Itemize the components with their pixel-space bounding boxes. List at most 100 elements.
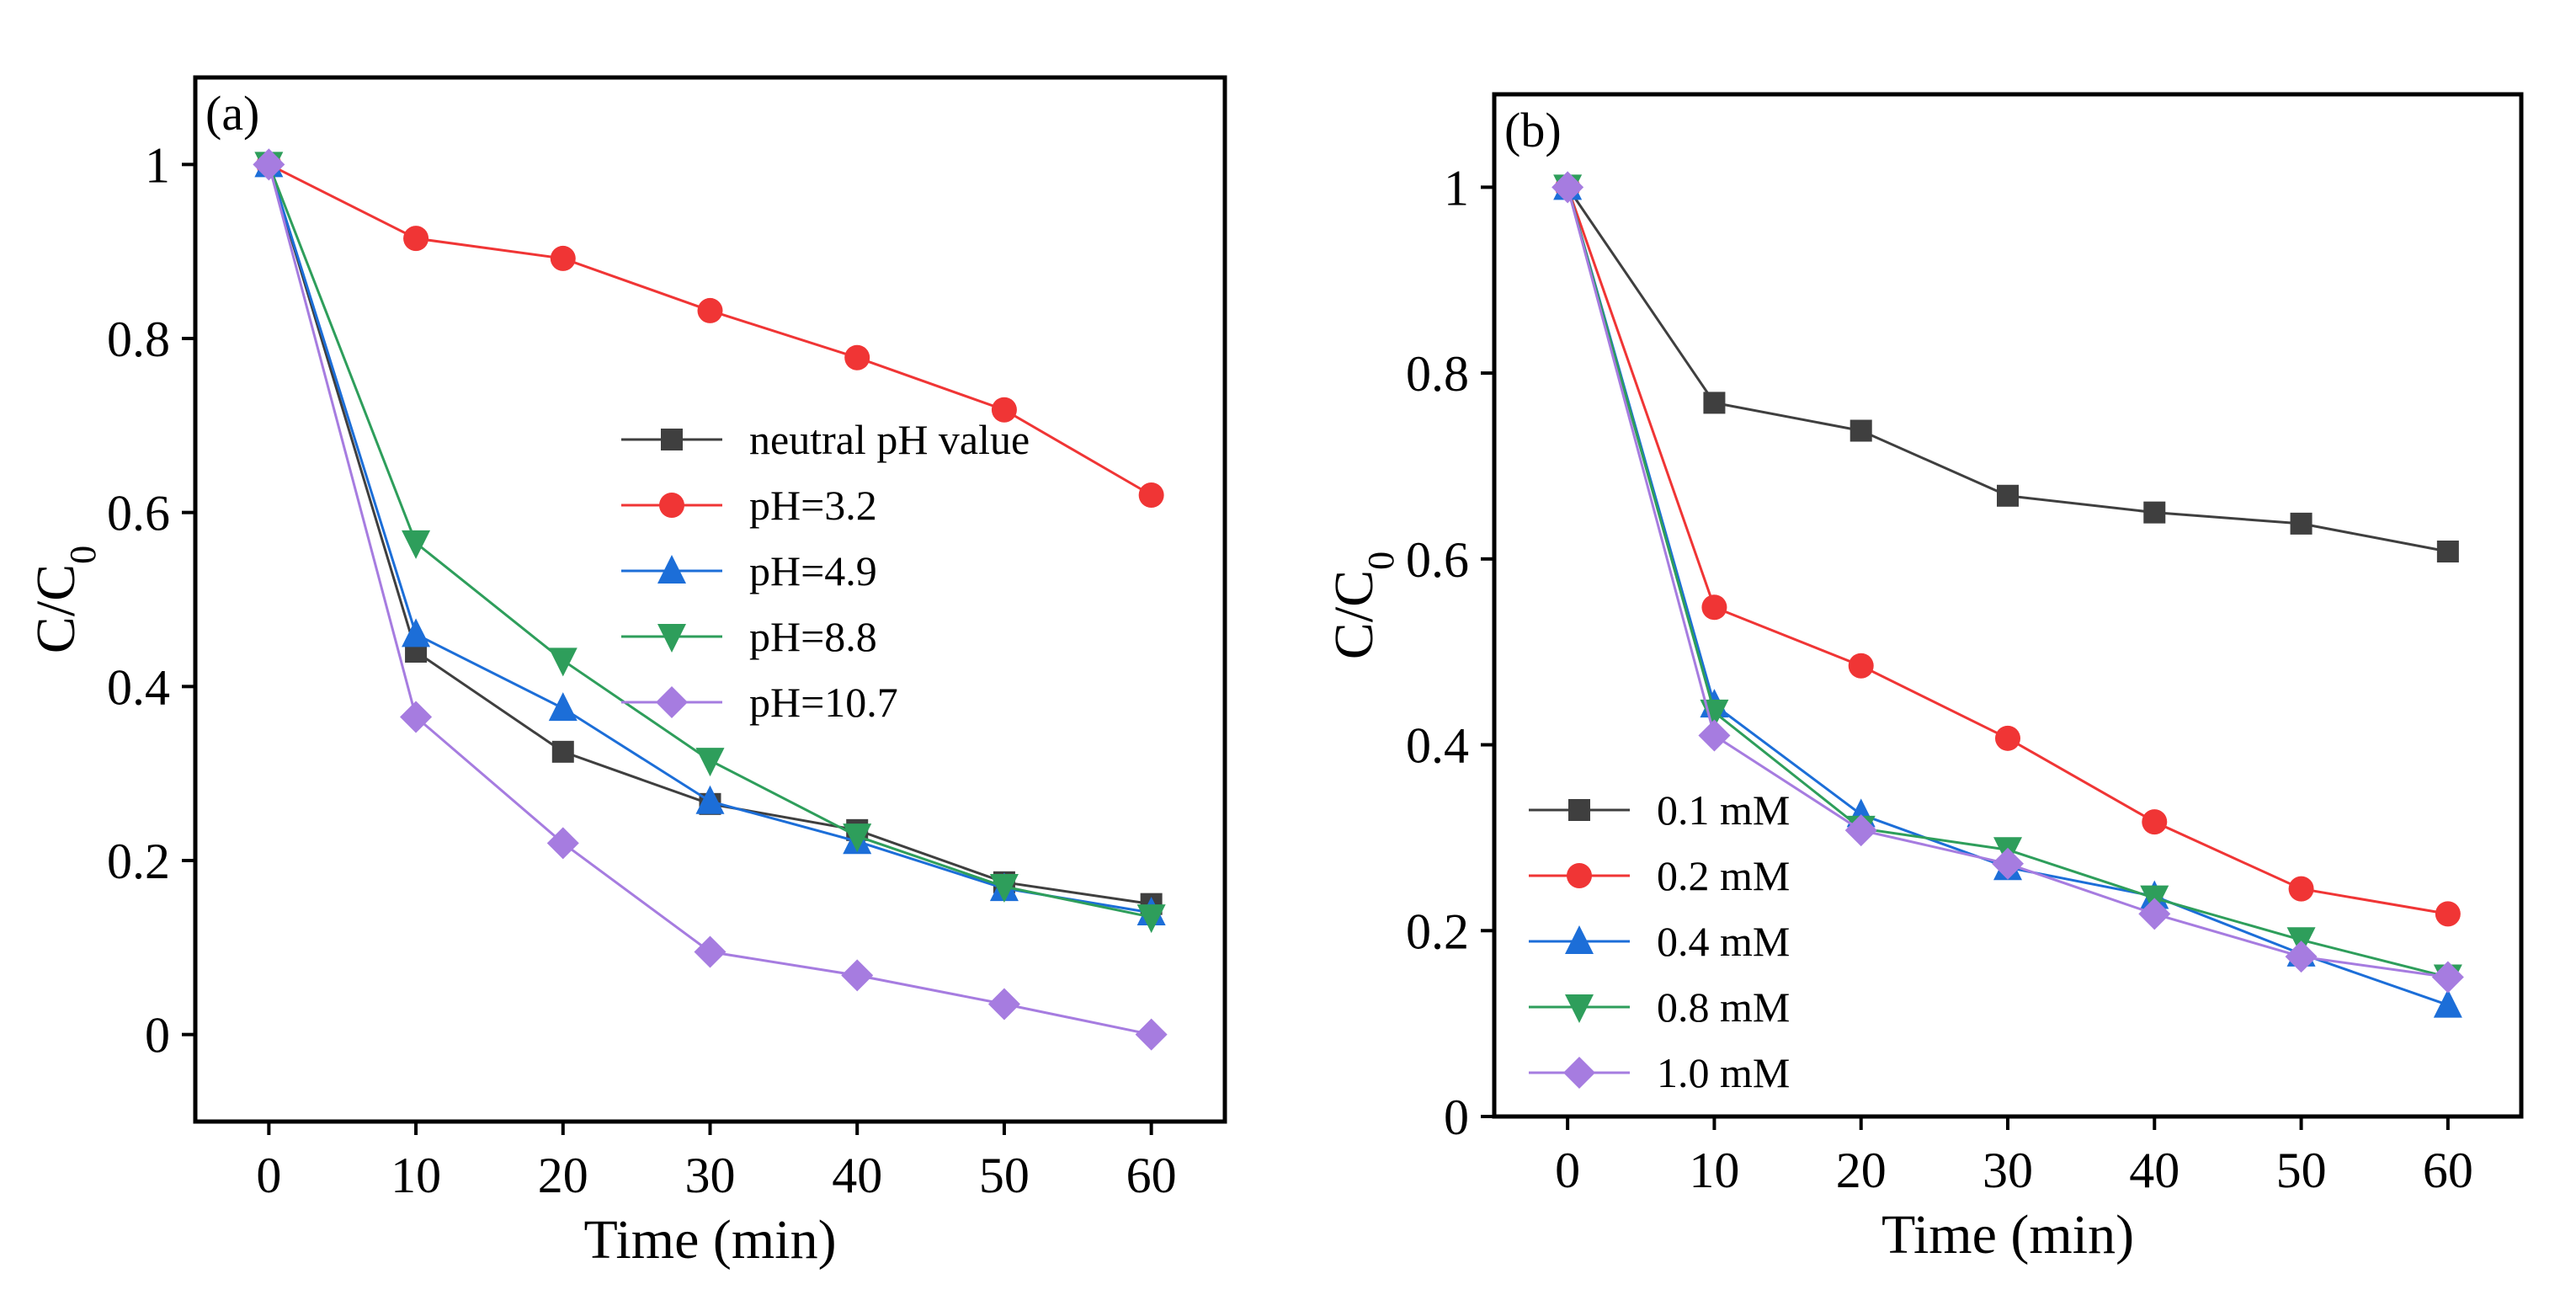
data-point xyxy=(2436,540,2459,562)
panel-label: (a) xyxy=(205,86,259,141)
data-point xyxy=(1995,725,2020,751)
data-point xyxy=(551,740,574,763)
data-point xyxy=(2435,901,2461,927)
legend-marker xyxy=(1567,863,1592,888)
data-point xyxy=(2143,501,2166,524)
y-axis-title-subscript: 0 xyxy=(62,546,104,564)
x-axis-title: Time (min) xyxy=(1881,1204,2134,1266)
data-point xyxy=(403,226,429,252)
data-point xyxy=(1138,482,1164,508)
y-tick-label: 0.4 xyxy=(107,659,170,715)
y-axis-title-main: C/C xyxy=(25,564,87,653)
legend-label: 0.1 mM xyxy=(1657,786,1790,834)
data-point xyxy=(548,648,577,677)
data-point xyxy=(1551,171,1584,204)
x-tick-label: 40 xyxy=(2129,1143,2179,1198)
data-point xyxy=(2433,989,2462,1018)
legend-marker xyxy=(1568,799,1590,821)
x-axis-title: Time (min) xyxy=(583,1209,836,1271)
legend-marker xyxy=(659,493,684,518)
chart-panel-b: 0 10 20 30 40 50 60 0 0.2 0.4 0.6 0.8 1 Time (min) C/C… xyxy=(1323,92,2524,1266)
data-point xyxy=(1703,392,1726,414)
data-point xyxy=(2285,941,2318,973)
x-tick-label: 30 xyxy=(1983,1143,2033,1198)
plot-frame xyxy=(1492,92,2524,1119)
data-point xyxy=(987,988,1020,1021)
data-point xyxy=(546,827,579,860)
data-point xyxy=(550,245,576,271)
y-tick-label: 0.6 xyxy=(1406,532,1469,588)
y-axis-title: C/C0 xyxy=(1323,552,1402,659)
data-point xyxy=(1701,594,1727,621)
legend-label: 0.2 mM xyxy=(1657,852,1790,899)
x-tick-label: 20 xyxy=(1836,1143,1887,1198)
x-tick-label: 60 xyxy=(2423,1143,2473,1198)
data-point xyxy=(989,874,1019,903)
data-point xyxy=(2142,809,2168,835)
legend-label: pH=10.7 xyxy=(749,679,898,726)
legend-marker xyxy=(657,555,686,584)
data-point xyxy=(1997,484,2019,507)
data-point xyxy=(1850,419,1872,442)
data-point xyxy=(2431,961,2464,994)
data-point xyxy=(1992,847,2024,880)
data-point xyxy=(844,344,870,370)
data-point xyxy=(1848,653,1874,679)
legend-marker xyxy=(1565,925,1594,954)
y-tick-label: 0 xyxy=(145,1008,170,1063)
legend-label: neutral pH value xyxy=(749,416,1030,463)
data-point xyxy=(695,785,725,814)
x-tick-label: 10 xyxy=(1689,1143,1739,1198)
y-axis-title: C/C0 xyxy=(25,546,104,653)
x-tick-label: 0 xyxy=(256,1148,281,1203)
legend-label: pH=8.8 xyxy=(749,613,877,660)
legend-label: 0.8 mM xyxy=(1657,983,1790,1031)
data-point xyxy=(2138,898,2171,930)
data-point xyxy=(1844,814,1877,847)
data-point xyxy=(253,148,285,181)
data-point xyxy=(1135,1018,1168,1051)
data-point xyxy=(695,748,725,777)
y-tick-label: 0.2 xyxy=(1406,903,1469,959)
x-tick-label: 50 xyxy=(2276,1143,2327,1198)
y-tick-label: 0.8 xyxy=(1406,346,1469,402)
data-point xyxy=(402,618,431,648)
data-point xyxy=(1136,904,1166,934)
x-tick-label: 20 xyxy=(538,1148,588,1203)
y-tick-label: 0 xyxy=(1444,1090,1469,1145)
x-tick-label: 30 xyxy=(685,1148,736,1203)
chart-panel-a: 0 10 20 30 40 50 60 0 0.2 0.4 0.6 0.8 1 Time (min) C/C… xyxy=(25,75,1227,1271)
data-point xyxy=(841,959,874,992)
data-point xyxy=(1698,719,1731,752)
legend-label: pH=4.9 xyxy=(749,547,877,594)
data-point xyxy=(2290,512,2313,535)
data-point xyxy=(400,701,433,733)
y-tick-label: 0.2 xyxy=(107,834,170,889)
legend-marker xyxy=(657,624,686,653)
legend-label: 1.0 mM xyxy=(1657,1049,1790,1096)
legend-marker xyxy=(661,429,683,450)
y-tick-label: 0.6 xyxy=(107,486,170,541)
legend-label: pH=3.2 xyxy=(749,482,877,529)
x-tick-label: 60 xyxy=(1126,1148,1177,1203)
data-point xyxy=(697,297,723,323)
legend-marker xyxy=(1563,1057,1595,1089)
y-tick-label: 0.8 xyxy=(107,312,170,367)
y-tick-label: 0.4 xyxy=(1406,718,1469,774)
legend-marker xyxy=(1565,994,1594,1023)
legend-marker xyxy=(656,686,688,718)
y-tick-label: 1 xyxy=(1444,160,1469,216)
data-point xyxy=(694,935,726,968)
x-tick-label: 0 xyxy=(1555,1143,1580,1198)
data-point xyxy=(843,823,872,853)
legend-label: 0.4 mM xyxy=(1657,918,1790,965)
x-tick-label: 10 xyxy=(391,1148,441,1203)
x-tick-label: 50 xyxy=(979,1148,1030,1203)
data-point xyxy=(991,397,1017,423)
data-point xyxy=(548,692,577,722)
data-point xyxy=(402,530,431,559)
panel-label: (b) xyxy=(1504,103,1562,157)
x-tick-label: 40 xyxy=(832,1148,882,1203)
y-axis-title-subscript: 0 xyxy=(1360,552,1402,570)
